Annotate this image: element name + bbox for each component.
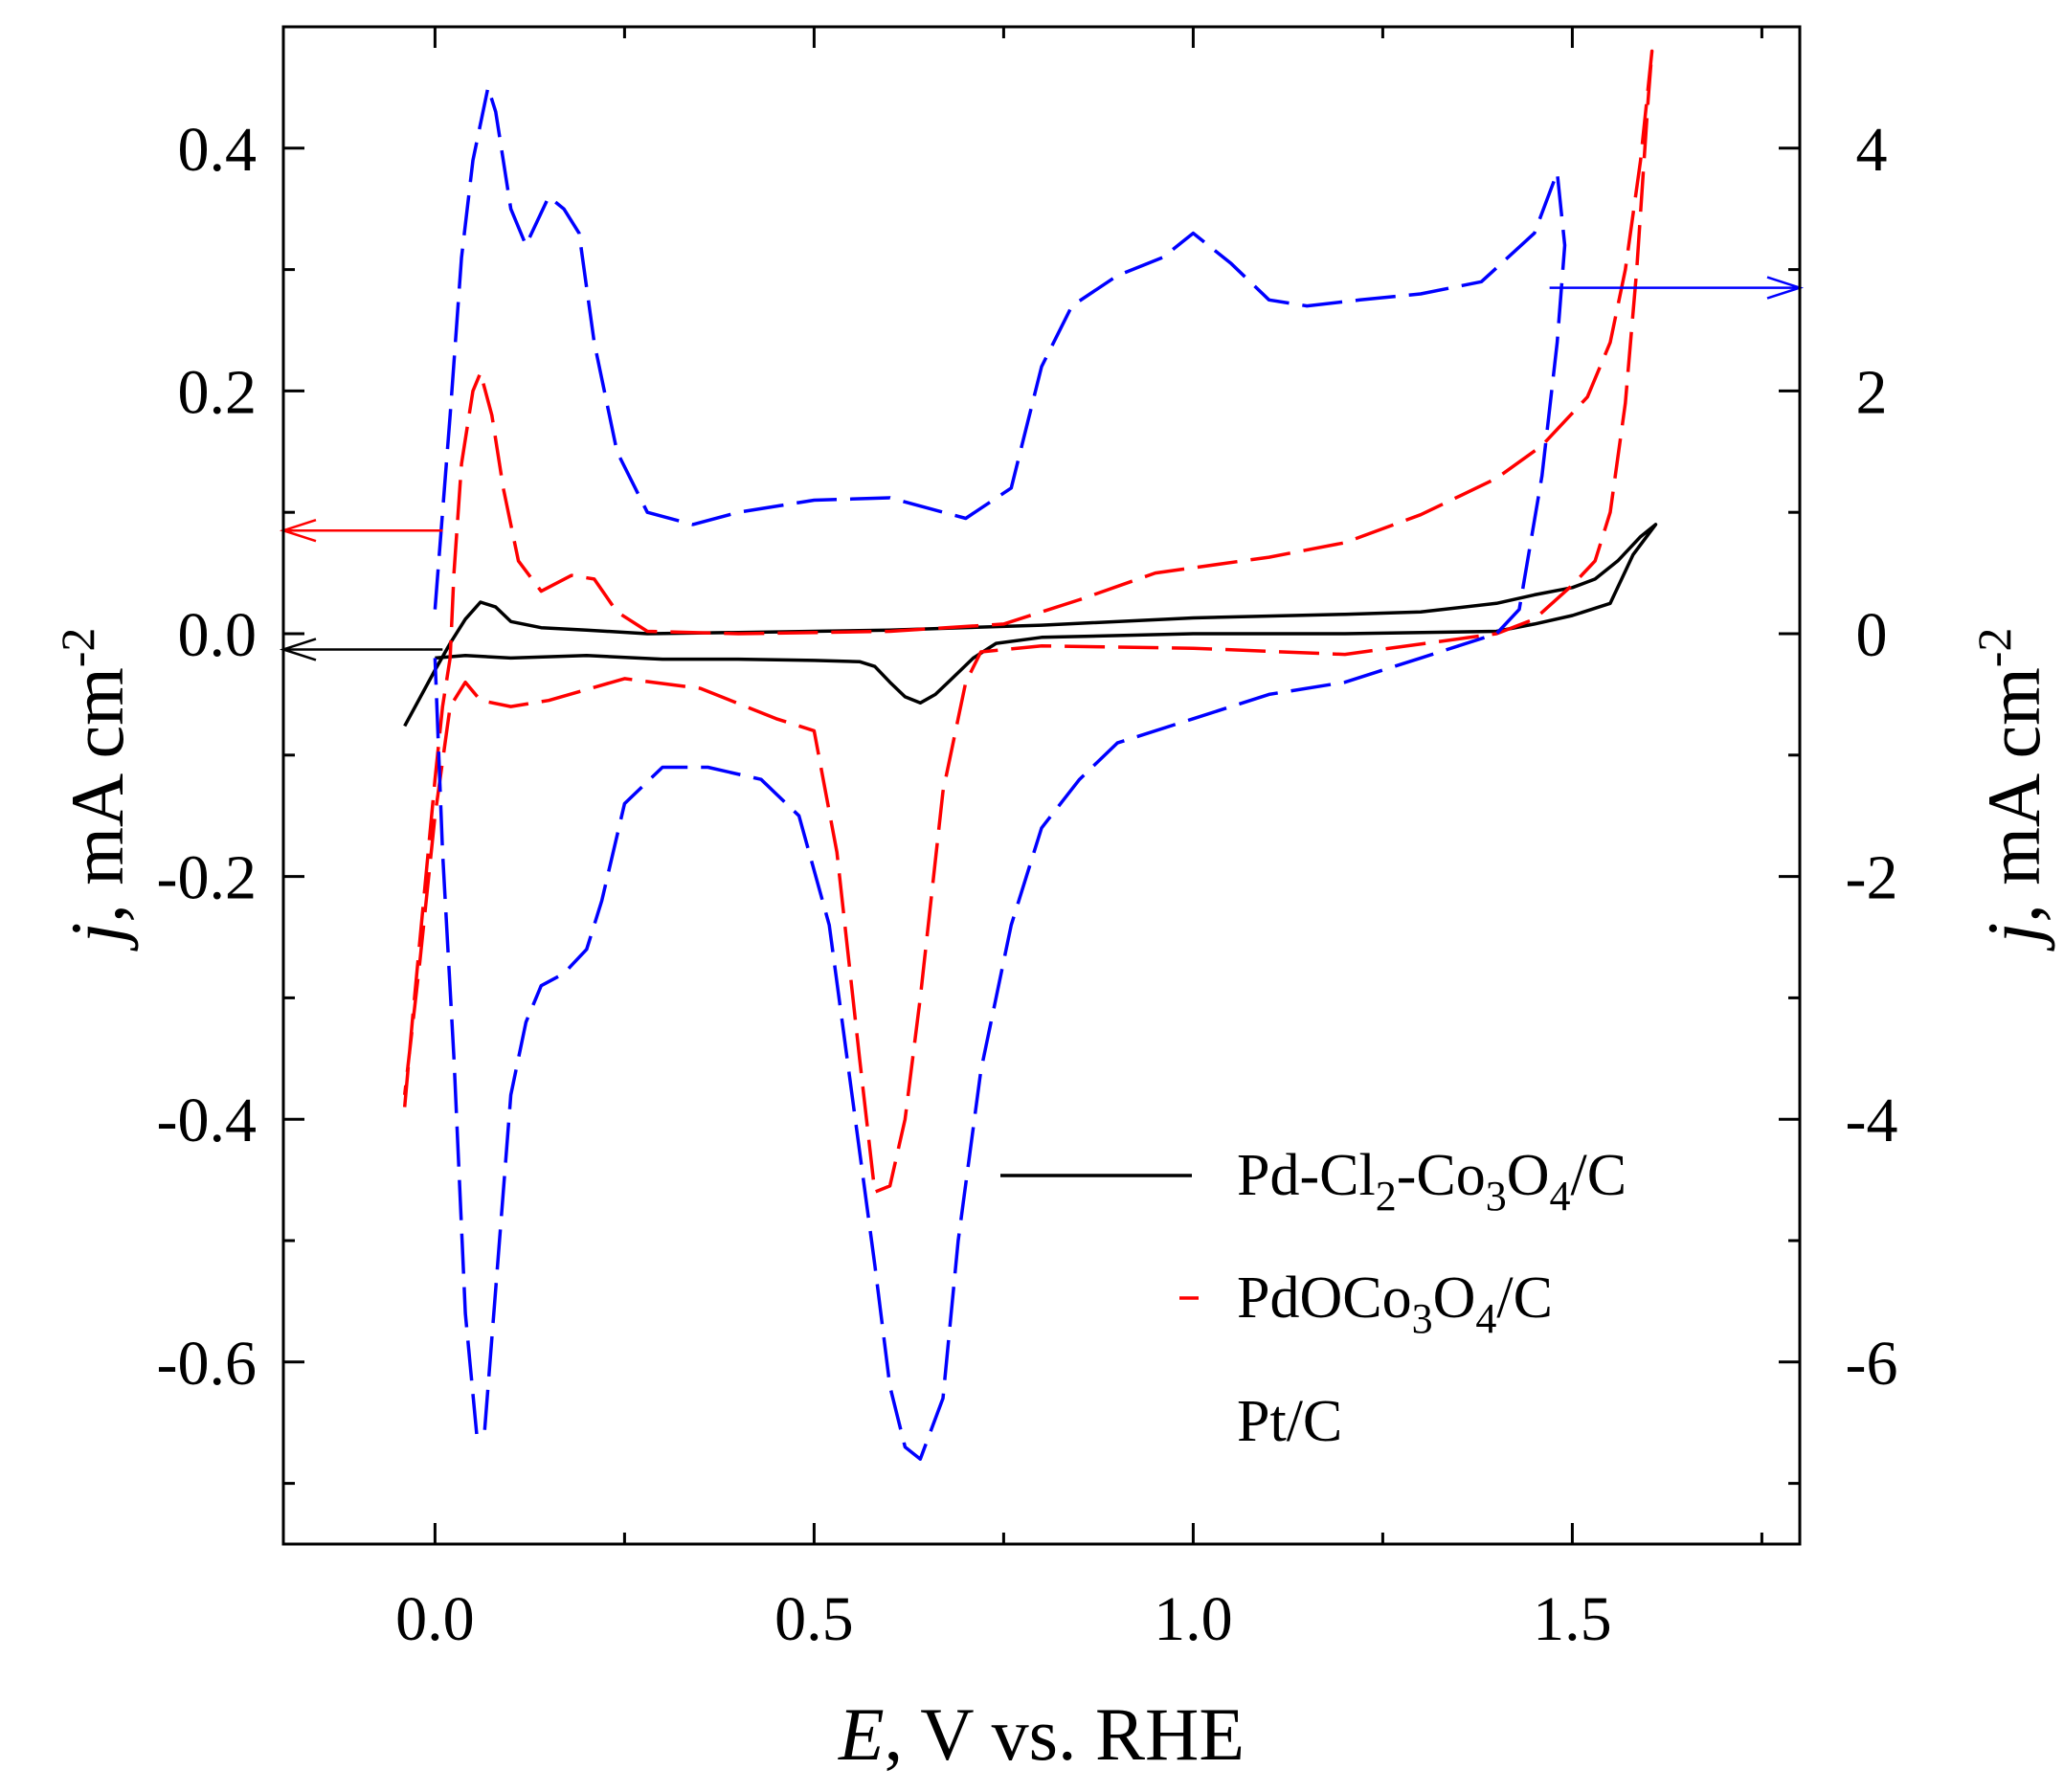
legend-item-1: Pd-Cl2-Co3O4/C	[1000, 1143, 1627, 1220]
x-tick-label: 1.0	[1154, 1584, 1233, 1654]
y-left-tick-label: 0.4	[178, 115, 258, 185]
y-axis-title-left-exponent: -2	[51, 628, 104, 668]
y-right-tick-label: 4	[1856, 115, 1888, 185]
x-tick-label: 0.5	[774, 1584, 854, 1654]
tick-layer	[283, 27, 1800, 1544]
y-left-tick-label: 0.0	[178, 600, 258, 670]
series-layer	[402, 49, 1658, 1461]
legend-item-2: PdOCo3O4/C	[1179, 1266, 1553, 1342]
y-right-tick-label: -6	[1846, 1329, 1898, 1399]
legend: Pd-Cl2-Co3O4/C PdOCo3O4/C Pt/C	[1000, 1143, 1627, 1454]
x-tick-label: 0.0	[395, 1584, 475, 1654]
legend-label: PdOCo3O4/C	[1237, 1266, 1553, 1342]
y-left-tick-label: -0.4	[157, 1086, 257, 1155]
y-right-tick-label: 0	[1856, 600, 1888, 670]
series-line-2	[402, 49, 1654, 1195]
y-axis-title-right: j, mA cm-2	[1967, 628, 2055, 952]
y-axis-title-left-variable: j	[56, 923, 139, 952]
series-line-1	[403, 523, 1658, 728]
y-right-tick-label: 2	[1856, 357, 1888, 427]
legend-label: Pt/C	[1237, 1389, 1342, 1454]
y-axis-title-left: j, mA cm-2	[51, 628, 139, 952]
x-axis-title-variable: E	[838, 1692, 885, 1776]
plot-frame	[281, 25, 1802, 1546]
y-left-tick-label: -0.6	[157, 1329, 257, 1399]
legend-label: Pd-Cl2-Co3O4/C	[1237, 1143, 1627, 1220]
y-right-tick-label: -2	[1846, 843, 1898, 913]
series-line-3	[433, 85, 1567, 1461]
x-axis-title-unit: , V vs. RHE	[885, 1692, 1245, 1776]
y-axis-title-right-variable: j	[1972, 923, 2055, 952]
plot-area	[283, 27, 1800, 1544]
label-layer: 0.0 0.5 1.0 1.5 0.4 0.2 0.0 -0.2 -0.4 -0.6 4 2 0 -2 -4…	[51, 115, 2055, 1776]
y-axis-title-left-unit: , mA cm	[56, 667, 139, 923]
x-axis-title: E, V vs. RHE	[838, 1692, 1245, 1776]
y-left-tick-label: -0.2	[157, 843, 257, 913]
x-tick-label: 1.5	[1533, 1584, 1612, 1654]
y-left-tick-label: 0.2	[178, 357, 258, 427]
y-right-tick-label: -4	[1846, 1086, 1898, 1155]
y-axis-title-right-unit: , mA cm	[1972, 667, 2055, 923]
legend-item-3: Pt/C	[1237, 1389, 1342, 1454]
y-axis-title-right-exponent: -2	[1967, 628, 2021, 668]
